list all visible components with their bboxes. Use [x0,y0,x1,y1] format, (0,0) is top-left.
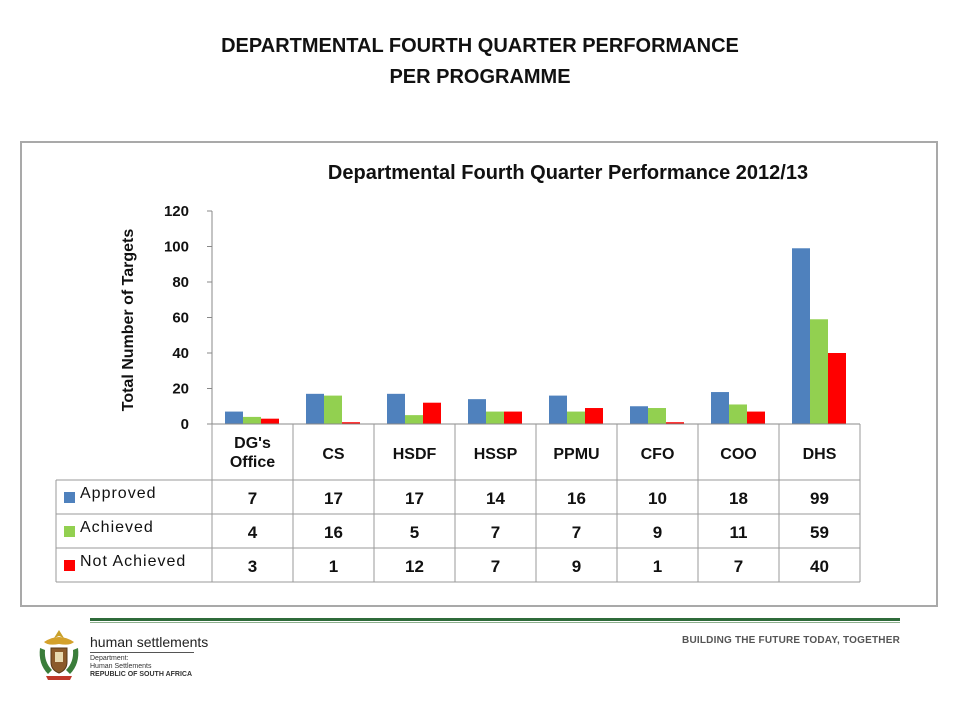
bar-achieved-3 [486,411,504,424]
data-label-0-2: 17 [405,489,424,508]
bar-not-achieved-7 [828,353,846,424]
bar-not-achieved-5 [666,422,684,424]
data-label-1-3: 7 [491,523,500,542]
slide-title-line2: PER PROGRAMME [389,66,571,88]
y-tick-label: 20 [172,381,189,398]
data-label-2-3: 7 [491,557,500,576]
data-label-1-1: 16 [324,523,343,542]
data-label-0-0: 7 [248,489,257,508]
bar-approved-0 [225,411,243,424]
bar-not-achieved-1 [342,422,360,424]
bar-approved-5 [630,406,648,424]
bar-chart: Departmental Fourth Quarter Performance … [55,162,861,583]
y-tick-label: 120 [164,203,189,220]
data-label-2-6: 7 [734,557,743,576]
category-label-2: HSDF [393,446,437,463]
y-tick-label: 100 [164,239,189,256]
data-label-1-2: 5 [410,523,419,542]
data-label-2-0: 3 [248,557,257,576]
bar-approved-7 [792,248,810,424]
y-tick-label: 40 [172,345,189,362]
data-label-0-4: 16 [567,489,586,508]
bar-not-achieved-0 [261,418,279,424]
data-label-1-5: 9 [653,523,662,542]
slide-title-line1: DEPARTMENTAL FOURTH QUARTER PERFORMANCE [221,35,739,57]
bar-achieved-7 [810,319,828,424]
data-label-1-0: 4 [248,523,258,542]
dept-line2: Human Settlements [90,663,152,670]
bar-approved-6 [711,392,729,424]
legend-key-2 [64,560,75,571]
data-label-0-1: 17 [324,489,343,508]
category-label-0: DG's Office [230,435,275,471]
dept-line3: REPUBLIC OF SOUTH AFRICA [90,671,193,678]
bar-approved-2 [387,393,405,424]
bar-not-achieved-6 [747,411,765,424]
data-label-2-1: 1 [329,557,338,576]
footer-divider-thin [90,622,900,623]
category-label-6: COO [720,446,756,463]
data-label-1-7: 59 [810,523,829,542]
data-label-2-5: 1 [653,557,662,576]
bar-approved-4 [549,395,567,424]
bar-not-achieved-2 [423,402,441,424]
category-label-5: CFO [641,446,675,463]
bar-achieved-0 [243,416,261,424]
chart-title: Departmental Fourth Quarter Performance … [328,162,808,184]
data-label-0-3: 14 [486,489,505,508]
org-name-underline [90,652,194,653]
data-label-1-6: 11 [730,523,748,542]
category-label-3: HSSP [474,446,518,463]
data-label-2-2: 12 [405,557,424,576]
bar-approved-1 [306,393,324,424]
footer-divider [90,618,900,621]
bar-achieved-1 [324,395,342,424]
bar-approved-3 [468,399,486,424]
chart-frame: Departmental Fourth Quarter Performance … [20,141,938,607]
bar-achieved-2 [405,415,423,424]
bar-achieved-6 [729,404,747,424]
legend-label-1: Achieved [80,519,154,536]
data-label-2-4: 9 [572,557,581,576]
dept-line1: Department: [90,655,129,662]
data-label-0-5: 10 [648,489,667,508]
y-tick-label: 0 [181,416,189,433]
org-name: human settlements [90,634,209,650]
category-label-1: CS [322,446,345,463]
slogan: BUILDING THE FUTURE TODAY, TOGETHER [682,635,900,646]
bar-not-achieved-3 [504,411,522,424]
coat-of-arms-icon [39,630,79,680]
category-label-7: DHS [803,446,837,463]
y-tick-label: 80 [172,274,189,291]
category-label-4: PPMU [553,446,599,463]
data-label-0-6: 18 [729,489,748,508]
legend-key-1 [64,526,75,537]
bar-achieved-5 [648,408,666,424]
data-label-2-7: 40 [810,557,829,576]
legend-label-2: Not Achieved [80,553,186,570]
legend-key-0 [64,492,75,503]
y-axis-title: Total Number of Targets [120,229,137,412]
bar-achieved-4 [567,411,585,424]
bar-not-achieved-4 [585,408,603,424]
legend-label-0: Approved [80,485,157,502]
data-label-1-4: 7 [572,523,581,542]
y-tick-label: 60 [172,310,189,327]
data-label-0-7: 99 [810,489,829,508]
